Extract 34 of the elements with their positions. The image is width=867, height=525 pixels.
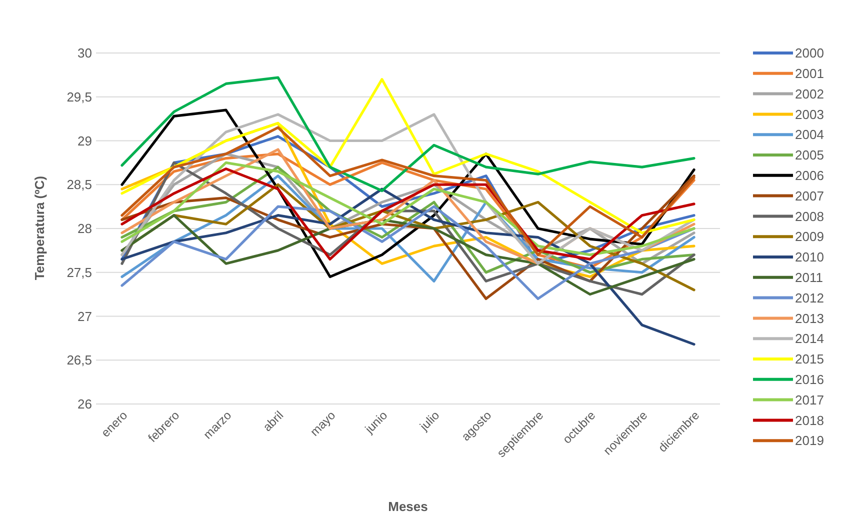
y-tick-label: 26: [78, 396, 92, 412]
y-tick-label: 29: [78, 133, 92, 148]
y-tick-label: 27,5: [66, 264, 92, 280]
legend-label: 2015: [795, 352, 824, 367]
y-tick-label: 28: [78, 221, 92, 236]
x-tick-label: julio: [416, 408, 442, 434]
legend-label: 2009: [795, 229, 824, 244]
legend-label: 2002: [795, 86, 824, 102]
y-tick-label: 27: [78, 308, 92, 324]
legend-label: 2012: [795, 290, 824, 306]
legend-label: 2011: [795, 270, 823, 285]
legend-label: 2005: [795, 148, 824, 163]
y-tick-label: 28,5: [66, 177, 92, 192]
legend-label: 2001: [795, 66, 824, 81]
y-tick-label: 29,5: [66, 89, 92, 104]
legend-label: 2008: [795, 208, 824, 224]
line-series: [120, 76, 696, 192]
y-axis-title: Temperatura (ºC): [32, 176, 47, 280]
legend-label: 2018: [795, 412, 824, 428]
legend-label: 2010: [795, 250, 824, 265]
legend-label: 2017: [795, 392, 824, 408]
legend-label: 2016: [795, 372, 824, 387]
legend-label: 2004: [795, 127, 824, 142]
legend-label: 2013: [795, 310, 824, 326]
legend-label: 2014: [795, 331, 824, 346]
line-series: [120, 78, 696, 234]
legend-label: 2007: [795, 188, 824, 204]
legend-label: 2003: [795, 106, 824, 122]
legend-label: 2000: [795, 46, 824, 61]
legend-label: 2006: [795, 168, 824, 183]
legend-label: 2019: [795, 433, 824, 448]
y-tick-label: 30: [78, 46, 92, 61]
y-tick-label: 26,5: [66, 352, 92, 368]
x-axis-title: Meses: [388, 499, 428, 514]
